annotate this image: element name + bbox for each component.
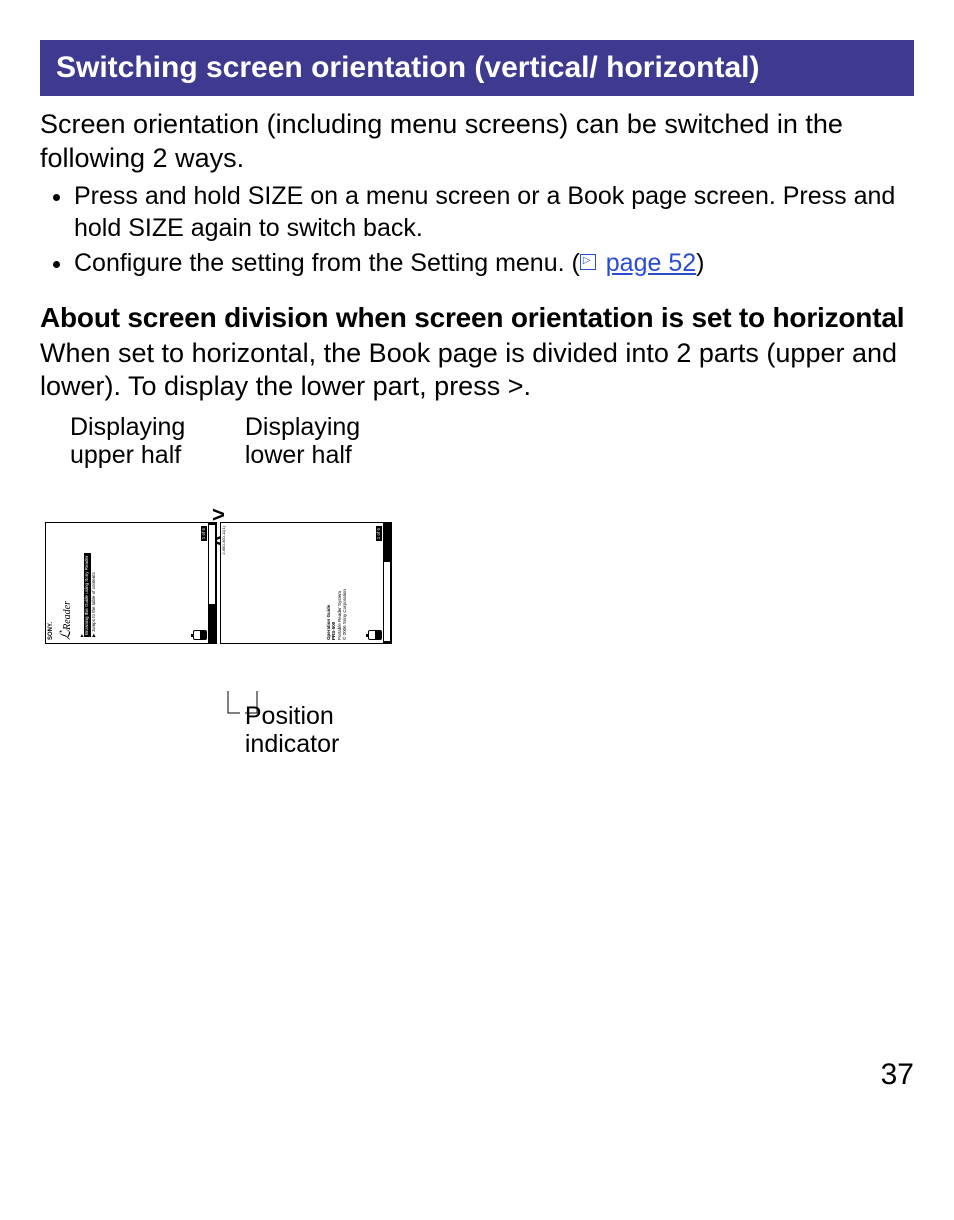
body-text: When set to horizontal, the Book page is… <box>40 337 914 405</box>
section-title: Switching screen orientation (vertical/ … <box>40 40 914 96</box>
page-ref-icon <box>580 254 596 270</box>
position-bar <box>383 523 391 643</box>
fig-caption-upper: Displaying upper half <box>70 414 185 469</box>
fig-caption-lower: Displaying lower half <box>245 414 360 469</box>
sony-logo: SONY. <box>48 622 54 640</box>
battery-icon <box>193 630 207 640</box>
figure-upper-half: Displaying upper half SONY. ℒReader ▶ Br… <box>70 414 192 691</box>
page-count: 1 of 5 <box>376 526 382 541</box>
lead-line-left <box>70 691 240 731</box>
battery-icon <box>368 630 382 640</box>
bullet-item: Press and hold SIZE on a menu screen or … <box>74 180 914 245</box>
reader-logo: ℒReader <box>58 601 75 640</box>
bullet-text: Configure the setting from the Setting m… <box>74 249 580 277</box>
screen-line2: ▶ Jumps to the table of contents <box>91 572 96 637</box>
sub-heading: About screen division when screen orient… <box>40 301 914 335</box>
position-bar <box>208 523 216 643</box>
page-link[interactable]: page 52 <box>606 249 696 277</box>
bullet-item: Configure the setting from the Setting m… <box>74 247 914 280</box>
intro-text: Screen orientation (including menu scree… <box>40 108 914 176</box>
copyright: © 2006 Sony Corporation <box>342 526 347 640</box>
bullet-list: Press and hold SIZE on a menu screen or … <box>40 180 914 280</box>
figure-lower-half: Displaying lower half 2-680-300-11(1) Op… <box>245 414 367 758</box>
page-number: 37 <box>40 1058 914 1092</box>
screen-upper: SONY. ℒReader ▶ Browsing this Guide usin… <box>45 522 217 644</box>
screen-lower: 2-680-300-11(1) Operation Guide PRS-500 … <box>220 522 392 644</box>
figure-row: Displaying upper half SONY. ℒReader ▶ Br… <box>70 414 914 758</box>
page-count: 1 of 5 <box>201 526 207 541</box>
position-indicator-label: Position indicator <box>245 703 340 758</box>
